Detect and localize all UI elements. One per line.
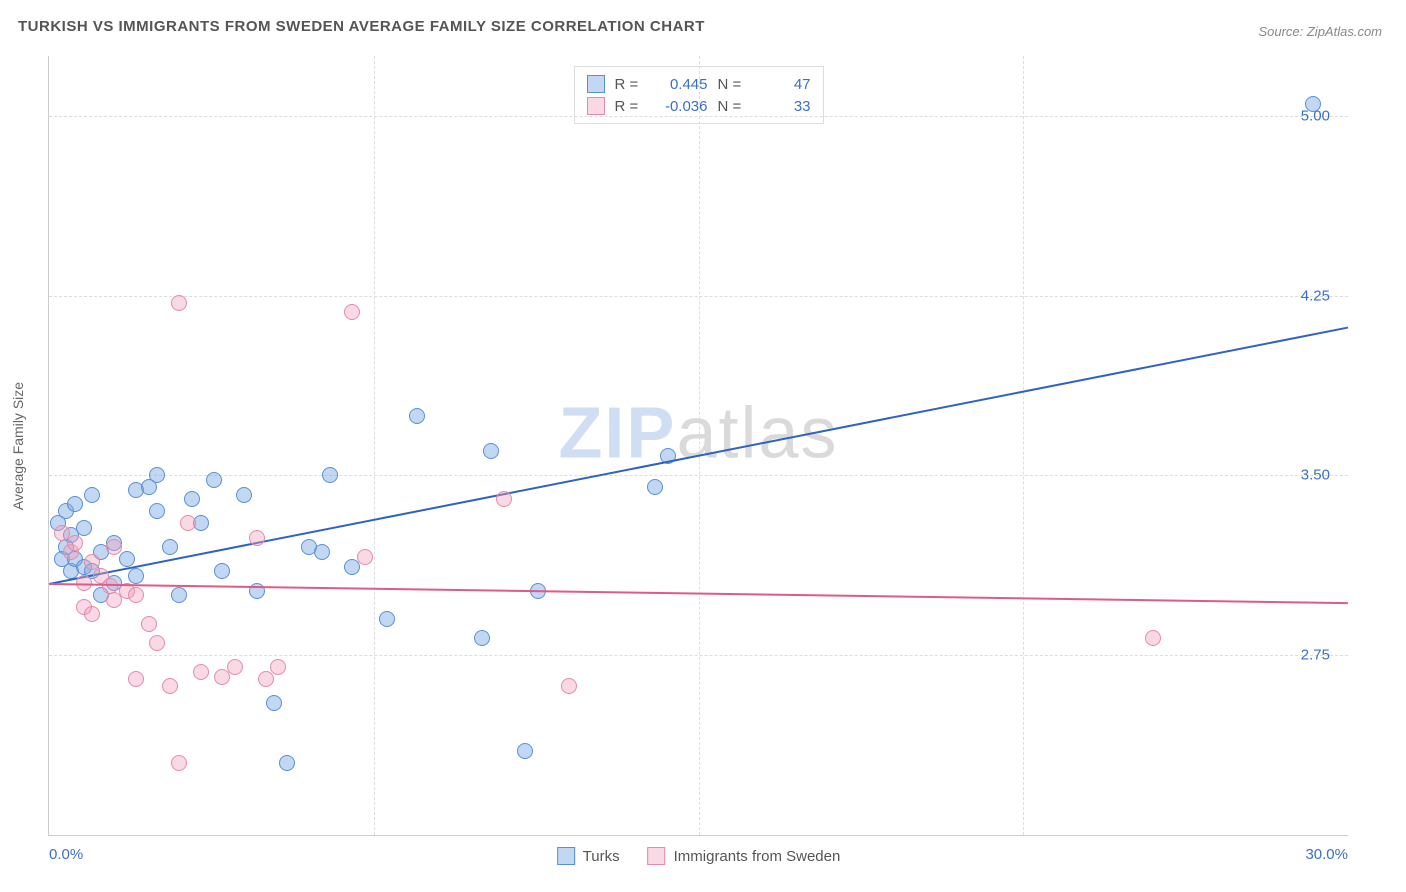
data-point-turks — [149, 503, 165, 519]
x-axis-min-label: 0.0% — [49, 846, 83, 863]
data-point-sweden — [106, 539, 122, 555]
data-point-turks — [84, 487, 100, 503]
data-point-turks — [322, 467, 338, 483]
data-point-sweden — [249, 530, 265, 546]
data-point-sweden — [162, 678, 178, 694]
series-legend-label-sweden: Immigrants from Sweden — [674, 848, 841, 865]
data-point-turks — [171, 587, 187, 603]
data-point-turks — [647, 479, 663, 495]
data-point-sweden — [171, 755, 187, 771]
data-point-sweden — [84, 606, 100, 622]
data-point-sweden — [84, 554, 100, 570]
data-point-turks — [279, 755, 295, 771]
data-point-turks — [162, 539, 178, 555]
series-legend-item-sweden: Immigrants from Sweden — [648, 847, 841, 865]
data-point-sweden — [180, 515, 196, 531]
data-point-turks — [314, 544, 330, 560]
data-point-sweden — [149, 635, 165, 651]
gridline-v — [699, 56, 700, 835]
data-point-turks — [214, 563, 230, 579]
data-point-turks — [67, 496, 83, 512]
y-tick-label: 4.25 — [1301, 287, 1330, 304]
data-point-turks — [236, 487, 252, 503]
plot-area: ZIPatlas R = 0.445N = 47R = -0.036N = 33… — [48, 56, 1348, 836]
watermark-zip: ZIP — [558, 393, 676, 473]
legend-n-label: N = — [718, 98, 746, 115]
data-point-turks — [249, 583, 265, 599]
data-point-sweden — [171, 295, 187, 311]
y-tick-label: 3.50 — [1301, 467, 1330, 484]
series-legend: Turks Immigrants from Sweden — [557, 847, 841, 865]
y-tick-label: 2.75 — [1301, 647, 1330, 664]
data-point-turks — [76, 520, 92, 536]
data-point-turks — [149, 467, 165, 483]
data-point-turks — [184, 491, 200, 507]
legend-n-value-sweden: 33 — [756, 98, 811, 115]
data-point-turks — [483, 443, 499, 459]
chart-title: TURKISH VS IMMIGRANTS FROM SWEDEN AVERAG… — [18, 18, 705, 35]
data-point-sweden — [128, 587, 144, 603]
legend-swatch-sweden — [587, 97, 605, 115]
legend-r-label: R = — [615, 76, 643, 93]
legend-n-label: N = — [718, 76, 746, 93]
data-point-turks — [379, 611, 395, 627]
data-point-turks — [266, 695, 282, 711]
data-point-sweden — [496, 491, 512, 507]
data-point-turks — [409, 408, 425, 424]
data-point-sweden — [258, 671, 274, 687]
series-legend-item-turks: Turks — [557, 847, 620, 865]
data-point-turks — [206, 472, 222, 488]
legend-swatch-turks — [557, 847, 575, 865]
data-point-turks — [1305, 96, 1321, 112]
data-point-sweden — [67, 535, 83, 551]
data-point-sweden — [141, 616, 157, 632]
legend-swatch-turks — [587, 75, 605, 93]
legend-n-value-turks: 47 — [756, 76, 811, 93]
source-label: Source: ZipAtlas.com — [1258, 24, 1382, 39]
data-point-sweden — [357, 549, 373, 565]
gridline-v — [1023, 56, 1024, 835]
y-axis-title: Average Family Size — [10, 382, 26, 510]
data-point-sweden — [128, 671, 144, 687]
x-axis-max-label: 30.0% — [1305, 846, 1348, 863]
data-point-sweden — [227, 659, 243, 675]
data-point-turks — [474, 630, 490, 646]
data-point-turks — [128, 568, 144, 584]
series-legend-label-turks: Turks — [583, 848, 620, 865]
data-point-turks — [517, 743, 533, 759]
data-point-turks — [119, 551, 135, 567]
data-point-sweden — [270, 659, 286, 675]
data-point-sweden — [1145, 630, 1161, 646]
gridline-v — [374, 56, 375, 835]
legend-r-label: R = — [615, 98, 643, 115]
data-point-sweden — [193, 664, 209, 680]
data-point-sweden — [344, 304, 360, 320]
legend-swatch-sweden — [648, 847, 666, 865]
data-point-sweden — [561, 678, 577, 694]
